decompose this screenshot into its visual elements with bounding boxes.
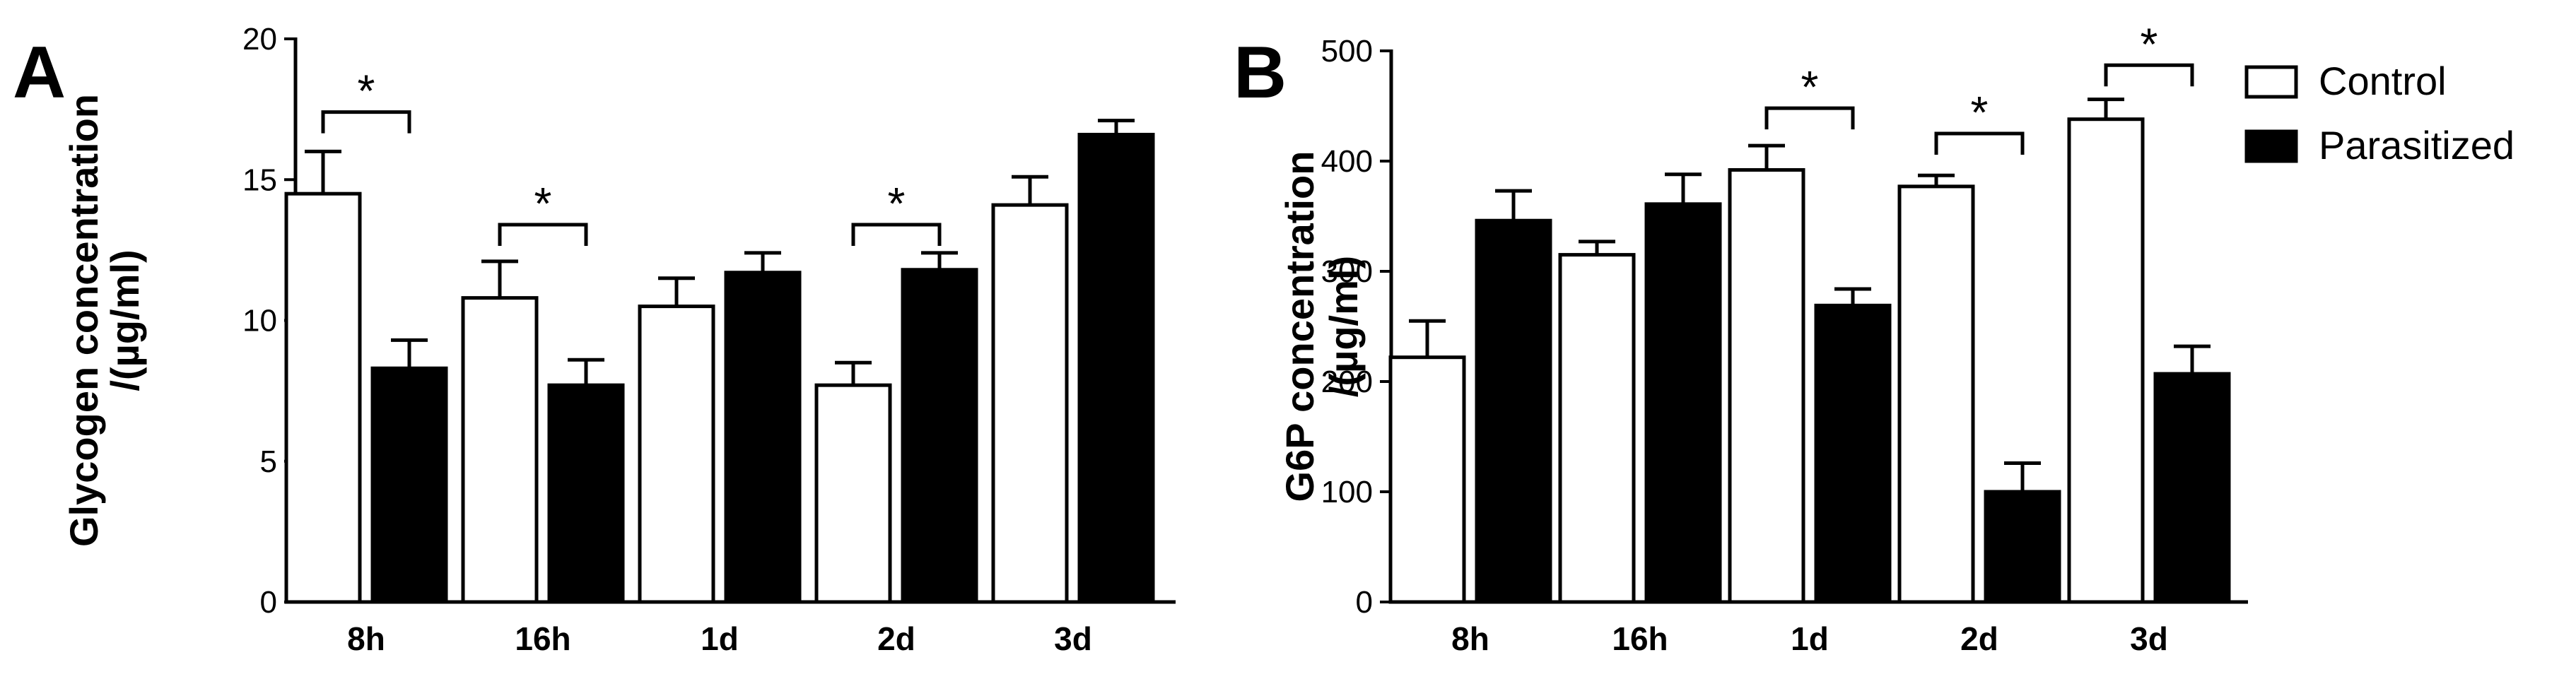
y-tick-label: 0 — [260, 585, 277, 620]
legend-label-parasitized: Parasitized — [2319, 123, 2514, 167]
bar-control-8h — [1388, 355, 1466, 604]
significance-star: * — [888, 178, 906, 229]
x-tick-label: 16h — [515, 620, 570, 657]
bar-parasitized-3d — [1077, 132, 1155, 604]
y-tick-label: 20 — [242, 22, 277, 57]
x-tick-label: 2d — [1960, 620, 1998, 657]
bar-parasitized-16h — [1644, 202, 1722, 604]
bar-control-2d — [1897, 184, 1975, 604]
bar-parasitized-8h — [370, 366, 448, 604]
bar-parasitized-3d — [2153, 372, 2231, 604]
y-tick-label: 500 — [1321, 34, 1373, 69]
bar-control-1d — [1728, 167, 1805, 604]
significance-bracket — [321, 110, 411, 134]
y-tick-label: 5 — [260, 444, 277, 479]
significance-bracket — [1764, 106, 1855, 130]
bar-parasitized-2d — [1984, 490, 2061, 604]
y-axis-label: G6P concentration — [1277, 151, 1322, 502]
x-tick-label: 1d — [1791, 620, 1829, 657]
significance-star: * — [1971, 87, 1989, 138]
y-tick-label: 300 — [1321, 254, 1373, 289]
bar-control-3d — [2067, 117, 2145, 604]
panel-letter: B — [1234, 32, 1287, 114]
x-tick-label: 2d — [877, 620, 915, 657]
significance-bracket — [1934, 131, 2025, 155]
x-tick-label: 3d — [1054, 620, 1092, 657]
legend: Control Parasitized — [2244, 59, 2514, 167]
significance-star: * — [1801, 61, 1819, 112]
y-axis-label: Glycogen concentration — [62, 94, 106, 547]
significance-bracket — [2104, 63, 2194, 87]
bar-parasitized-8h — [1475, 218, 1552, 604]
y-tick-label: 10 — [242, 304, 277, 338]
significance-bracket — [851, 223, 942, 247]
x-tick-label: 3d — [2130, 620, 2168, 657]
bar-control-8h — [284, 191, 362, 604]
legend-label-control: Control — [2319, 59, 2447, 103]
y-axis-label: /(µg/ml) — [103, 249, 147, 391]
bar-parasitized-2d — [901, 268, 978, 604]
bar-control-16h — [1558, 253, 1636, 604]
bar-control-1d — [638, 305, 715, 604]
y-tick-label: 15 — [242, 163, 277, 197]
bar-parasitized-16h — [547, 383, 625, 604]
x-tick-label: 8h — [347, 620, 385, 657]
bar-control-2d — [814, 383, 892, 604]
y-tick-label: 100 — [1321, 475, 1373, 509]
panel-b-chart: B G6P concentration/(µg/ml) 0 100 200 300 400 5… — [1234, 18, 2248, 657]
significance-star: * — [358, 66, 375, 117]
significance-star: * — [2141, 18, 2158, 69]
bar-parasitized-1d — [1814, 303, 1892, 604]
x-tick-label: 1d — [701, 620, 739, 657]
significance-bracket — [498, 223, 588, 247]
legend-swatch-control — [2244, 65, 2298, 99]
panel-letter: A — [13, 32, 66, 114]
bar-parasitized-1d — [724, 271, 802, 604]
x-tick-label: 8h — [1451, 620, 1489, 657]
y-axis-label: /(µg/ml) — [1321, 256, 1366, 397]
x-tick-label: 16h — [1612, 620, 1668, 657]
bar-control-16h — [461, 296, 539, 604]
y-tick-label: 200 — [1321, 365, 1373, 399]
significance-star: * — [534, 178, 552, 229]
legend-swatch-parasitized — [2244, 129, 2298, 163]
y-tick-label: 0 — [1356, 585, 1373, 620]
y-tick-label: 400 — [1321, 144, 1373, 179]
bar-control-3d — [991, 203, 1069, 604]
